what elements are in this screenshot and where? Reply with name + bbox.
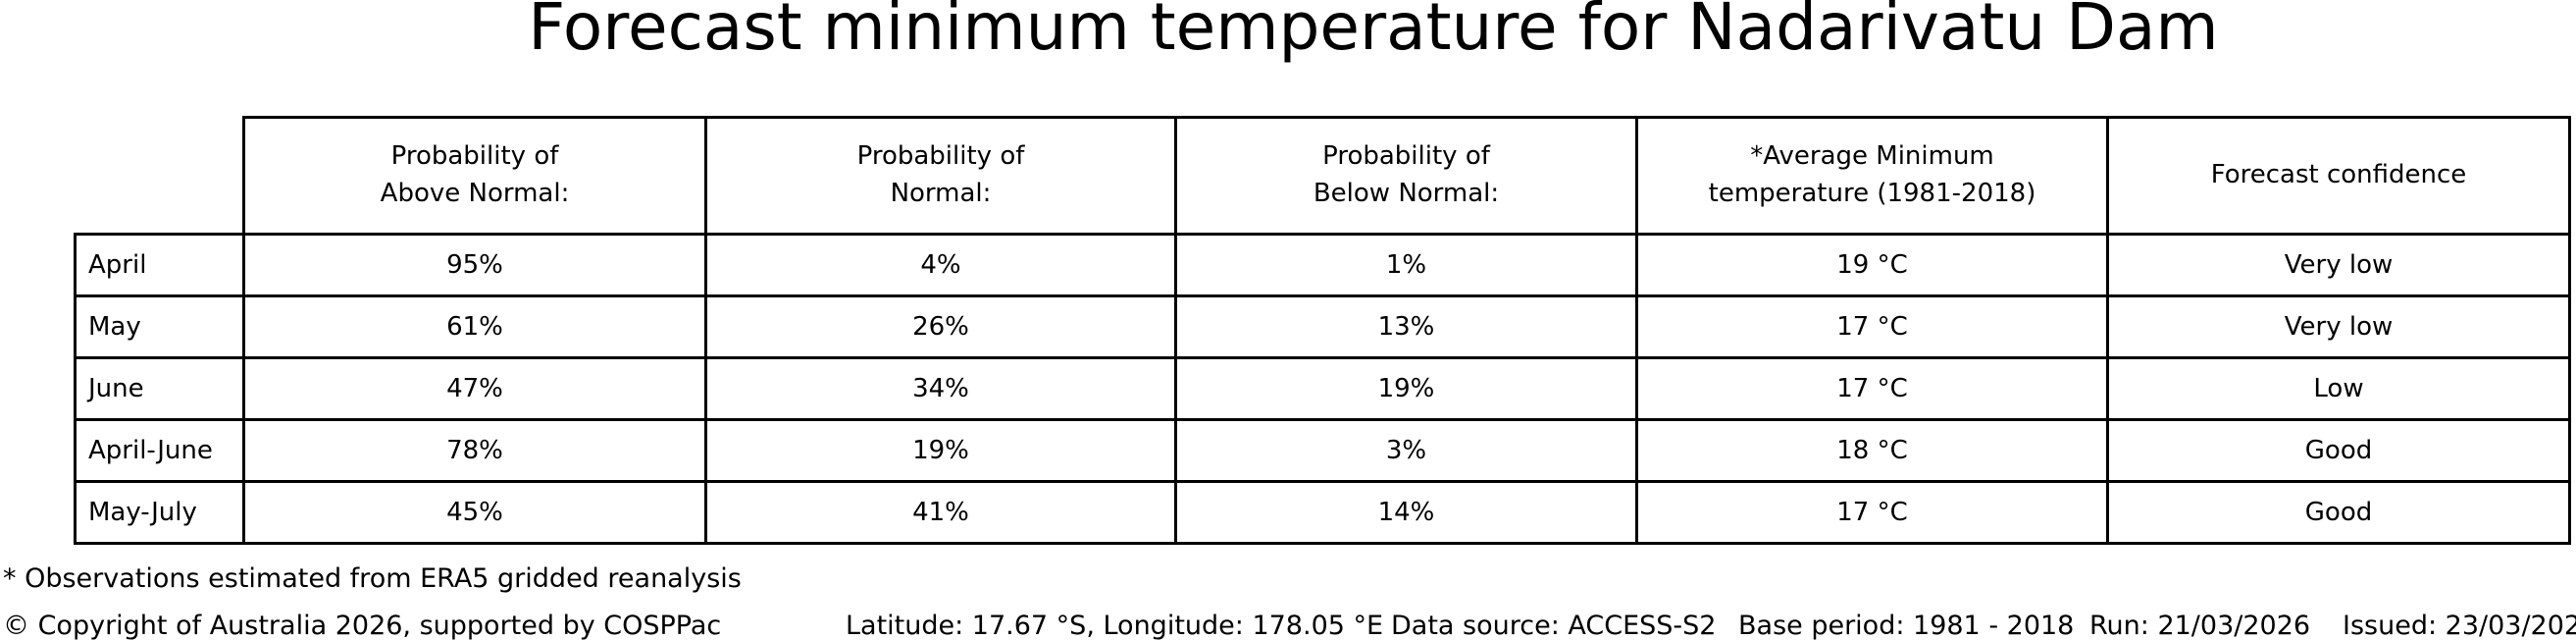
table-cell: Good: [2106, 480, 2571, 545]
data-source-text: Data source: ACCESS-S2: [1391, 611, 1717, 640]
table-cell: Very low: [2106, 294, 2571, 359]
column-header-below-normal: Probability of Below Normal:: [1174, 116, 1638, 236]
table-cell: 95%: [242, 233, 707, 297]
row-label: April: [74, 233, 245, 297]
column-header-normal: Probability of Normal:: [704, 116, 1177, 236]
base-period-text: Base period: 1981 - 2018: [1738, 611, 2075, 640]
table-cell: 18 °C: [1635, 418, 2109, 483]
observations-footnote: * Observations estimated from ERA5 gridd…: [3, 563, 742, 594]
column-header-above-normal: Probability of Above Normal:: [242, 116, 707, 236]
table-cell: 19 °C: [1635, 233, 2109, 297]
row-label: April-June: [74, 418, 245, 483]
table-cell: Low: [2106, 356, 2571, 421]
table-cell: 13%: [1174, 294, 1638, 359]
forecast-table: Probability of Above Normal: Probability…: [74, 116, 2571, 545]
table-row-may-july: May-July 45% 41% 14% 17 °C Good: [74, 480, 2571, 545]
table-row-june: June 47% 34% 19% 17 °C Low: [74, 356, 2571, 421]
table-cell: 17 °C: [1635, 480, 2109, 545]
row-label: May: [74, 294, 245, 359]
location-coordinates: Latitude: 17.67 °S, Longitude: 178.05 °E: [846, 611, 1384, 640]
header-row: Probability of Above Normal: Probability…: [76, 116, 2571, 236]
table-cell: 34%: [704, 356, 1177, 421]
column-header-forecast-confidence: Forecast confidence: [2106, 116, 2571, 236]
table-cell: 14%: [1174, 480, 1638, 545]
issued-date-text: Issued: 23/03/2026: [2343, 611, 2576, 640]
table-cell: 78%: [242, 418, 707, 483]
table-cell: 17 °C: [1635, 356, 2109, 421]
table-cell: 1%: [1174, 233, 1638, 297]
table-cell: 17 °C: [1635, 294, 2109, 359]
column-header-average-min-temp: *Average Minimum temperature (1981-2018): [1635, 116, 2109, 236]
table-cell: 4%: [704, 233, 1177, 297]
row-label: June: [74, 356, 245, 421]
table-cell: 41%: [704, 480, 1177, 545]
table-cell: 19%: [704, 418, 1177, 483]
row-label: May-July: [74, 480, 245, 545]
table-cell: 61%: [242, 294, 707, 359]
table-cell: 47%: [242, 356, 707, 421]
page-title: Forecast minimum temperature for Nadariv…: [528, 0, 2219, 65]
table-cell: 26%: [704, 294, 1177, 359]
table-cell: 45%: [242, 480, 707, 545]
table-cell: Very low: [2106, 233, 2571, 297]
table-row-april: April 95% 4% 1% 19 °C Very low: [74, 233, 2571, 297]
table-row-april-june: April-June 78% 19% 3% 18 °C Good: [74, 418, 2571, 483]
table-cell: 19%: [1174, 356, 1638, 421]
run-date-text: Run: 21/03/2026: [2089, 611, 2311, 640]
copyright-text: © Copyright of Australia 2026, supported…: [3, 611, 722, 640]
table-cell: Good: [2106, 418, 2571, 483]
corner-cell: [76, 118, 244, 235]
table-cell: 3%: [1174, 418, 1638, 483]
table-row-may: May 61% 26% 13% 17 °C Very low: [74, 294, 2571, 359]
